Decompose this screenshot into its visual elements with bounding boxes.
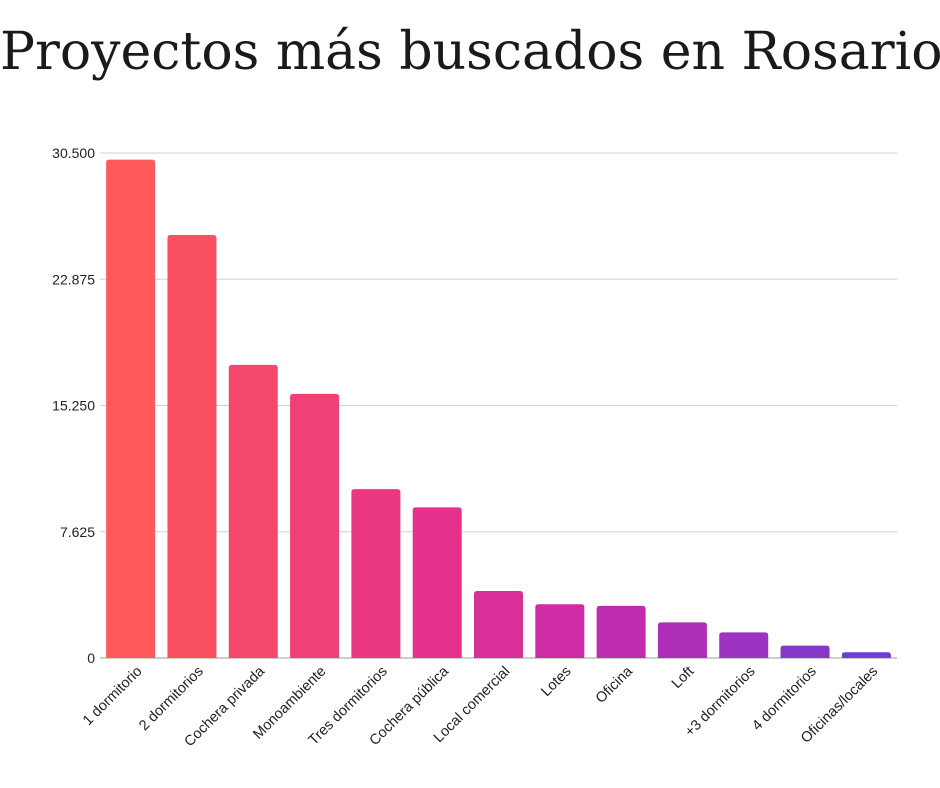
- x-tick-label: Loft: [669, 664, 697, 692]
- x-tick-label: Oficina: [593, 663, 637, 707]
- y-tick-label: 7.625: [60, 524, 95, 540]
- chart-title: Proyectos más buscados en Rosario: [0, 22, 940, 82]
- bar: [167, 234, 217, 658]
- x-tick-label: 1 dormitorio: [80, 664, 145, 729]
- y-tick-label: 22.875: [52, 271, 95, 287]
- bar: [596, 605, 646, 658]
- bar: [412, 507, 462, 658]
- bar: [228, 364, 278, 658]
- bar: [474, 590, 523, 658]
- bar: [841, 652, 891, 658]
- gridlines: [100, 152, 897, 659]
- y-tick-label: 0: [87, 650, 95, 666]
- bar: [719, 632, 769, 658]
- bar: [535, 604, 585, 658]
- bar: [351, 489, 401, 658]
- bar: [657, 622, 707, 658]
- bars: [106, 159, 891, 658]
- bar: [106, 159, 156, 658]
- bar: [780, 645, 830, 658]
- x-tick-label: Lotes: [538, 664, 574, 700]
- y-axis-ticks: 0 7.625 15.250 22.875 30.500: [52, 145, 95, 666]
- y-tick-label: 30.500: [52, 145, 95, 161]
- y-tick-label: 15.250: [52, 398, 95, 414]
- bar: [290, 393, 340, 658]
